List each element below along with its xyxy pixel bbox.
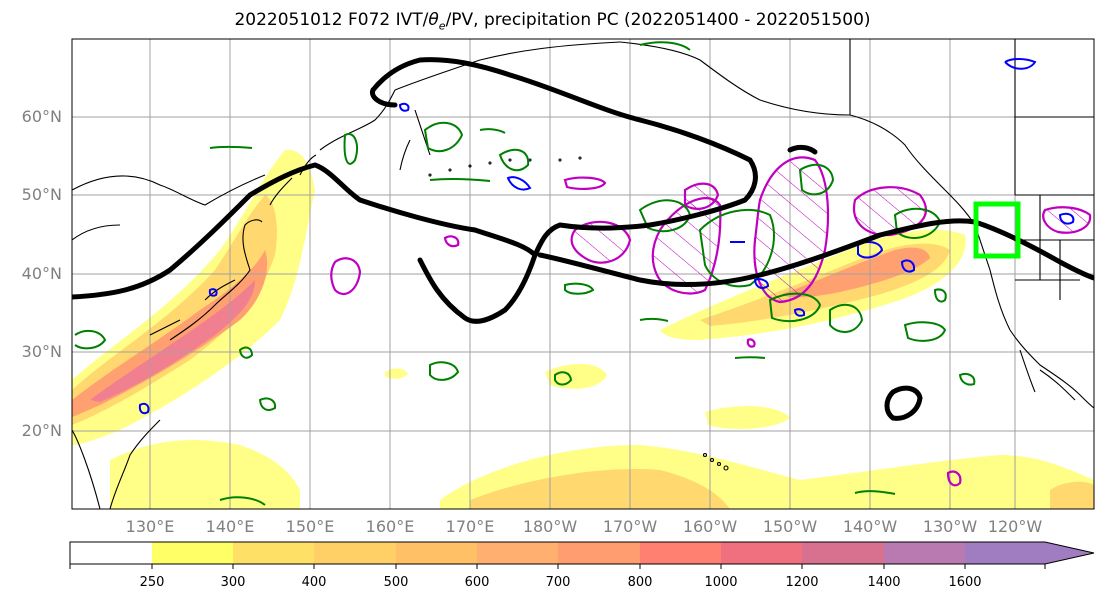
cb-box-3 [314, 542, 396, 564]
cb-tick-300: 300 [220, 575, 246, 590]
figure-title: 2022051012 F072 IVT/θe/PV, precipitation… [234, 10, 871, 33]
target-region-box [973, 201, 1021, 259]
lon-label-150e: 150°E [285, 517, 335, 536]
lat-label-60n: 60°N [21, 107, 62, 126]
cb-tick-700: 700 [545, 575, 571, 590]
ivt-tropics-west [110, 440, 300, 509]
colorbar-outline [69, 541, 1095, 565]
lon-label-140w: 140°W [842, 517, 898, 536]
colorbar [69, 541, 1095, 569]
lon-label-160e: 160°E [365, 517, 415, 536]
ivt-tropics-mid-2 [470, 469, 730, 509]
ivt-plume-west-4 [90, 280, 255, 402]
coastlines [72, 39, 1094, 509]
lon-label-170e: 170°E [445, 517, 495, 536]
cb-box-5 [477, 542, 558, 564]
cb-box-10 [884, 542, 965, 564]
lon-label-130w: 130°W [922, 517, 978, 536]
lon-label-170w: 170°W [602, 517, 658, 536]
cb-box-8 [721, 542, 802, 564]
cb-tick-600: 600 [464, 575, 490, 590]
cb-tick-1400: 1400 [867, 575, 901, 590]
lon-label-130e: 130°E [125, 517, 175, 536]
ivt-spot-3 [385, 368, 408, 379]
graticule [72, 39, 1094, 509]
lon-label-120w: 120°W [987, 517, 1043, 536]
lon-label-140e: 140°E [205, 517, 255, 536]
cb-box-11 [965, 542, 1094, 564]
cb-tick-1200: 1200 [785, 575, 819, 590]
ivt-spot-2 [705, 406, 790, 430]
ivt-plume-west-3 [72, 250, 268, 417]
precip-pc-contours [330, 156, 1092, 487]
lon-label-180w: 180°W [522, 517, 578, 536]
cb-tick-400: 400 [301, 575, 327, 590]
lat-label-20n: 20°N [21, 421, 62, 440]
cb-box-1 [152, 542, 233, 564]
map-frame-border [71, 38, 1095, 510]
cb-box-6 [558, 542, 640, 564]
ivt-shading [72, 149, 1094, 509]
ivt-spot-1 [545, 364, 607, 389]
lon-label-160w: 160°W [682, 517, 738, 536]
cb-tick-250: 250 [139, 575, 165, 590]
cb-tick-500: 500 [383, 575, 409, 590]
lat-label-50n: 50°N [21, 185, 62, 204]
ivt-threshold-contours [72, 57, 1094, 421]
cb-box-7 [640, 542, 721, 564]
ivt-ar-east-3 [780, 247, 930, 298]
lon-label-150w: 150°W [762, 517, 818, 536]
cb-box-2 [233, 542, 314, 564]
cb-tick-1600: 1600 [948, 575, 982, 590]
lat-label-40n: 40°N [21, 264, 62, 283]
ivt-tropics-east [1050, 481, 1094, 509]
cb-box-9 [802, 542, 884, 564]
lat-label-30n: 30°N [21, 342, 62, 361]
cb-box-4 [396, 542, 477, 564]
cb-tick-1000: 1000 [704, 575, 738, 590]
cb-tick-800: 800 [627, 575, 653, 590]
cb-box-0 [70, 542, 152, 564]
